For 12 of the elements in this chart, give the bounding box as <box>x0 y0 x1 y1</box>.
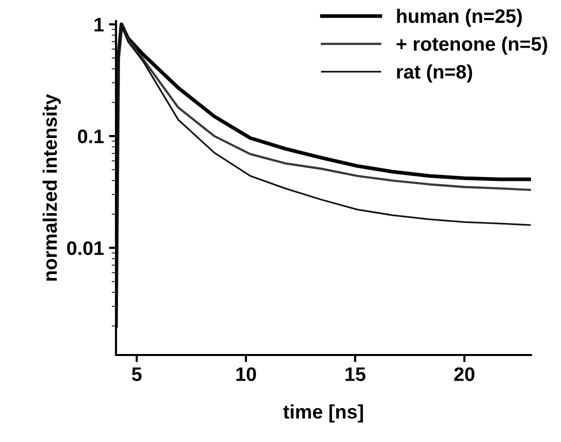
y-tick-label: 1 <box>94 18 104 32</box>
legend-label: human (n=25) <box>397 8 522 27</box>
y-tick-label: 0.01 <box>67 241 104 256</box>
x-tick-label: 10 <box>236 367 256 382</box>
x-tick-label: 20 <box>454 367 474 382</box>
y-tick-label: 0.1 <box>78 130 104 144</box>
x-tick-label: 15 <box>346 368 366 382</box>
y-axis-title: normalized intensity <box>42 94 61 281</box>
legend-label: rat (n=8) <box>397 64 472 83</box>
legend-label: + rotenone (n=5) <box>396 36 548 55</box>
x-axis-title: time [ns] <box>283 404 363 422</box>
x-tick-label: 5 <box>132 368 142 382</box>
